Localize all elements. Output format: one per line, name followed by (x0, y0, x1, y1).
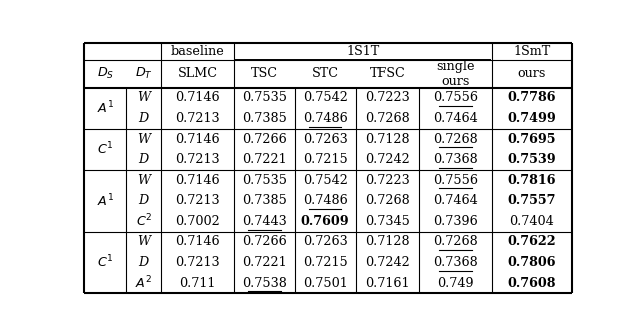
Text: 0.7268: 0.7268 (365, 112, 410, 125)
Text: 0.711: 0.711 (179, 276, 216, 289)
Text: 0.7806: 0.7806 (508, 256, 556, 269)
Text: W: W (137, 235, 150, 248)
Text: 0.7695: 0.7695 (508, 133, 556, 146)
Text: 0.7266: 0.7266 (242, 133, 287, 146)
Text: 0.7539: 0.7539 (508, 153, 556, 166)
Text: 0.7556: 0.7556 (433, 174, 478, 187)
Text: D: D (139, 256, 149, 269)
Text: 0.7486: 0.7486 (303, 112, 348, 125)
Text: baseline: baseline (171, 45, 225, 58)
Text: 0.7535: 0.7535 (242, 92, 287, 105)
Text: 0.7242: 0.7242 (365, 153, 410, 166)
Text: 0.7538: 0.7538 (242, 276, 287, 289)
Text: $D_S$: $D_S$ (97, 66, 114, 81)
Text: 0.7501: 0.7501 (303, 276, 348, 289)
Text: $C^1$: $C^1$ (97, 141, 113, 158)
Text: $A^1$: $A^1$ (97, 100, 114, 117)
Text: 0.7268: 0.7268 (365, 194, 410, 207)
Text: 0.7609: 0.7609 (301, 215, 349, 228)
Text: 0.7221: 0.7221 (242, 153, 287, 166)
Text: 0.7557: 0.7557 (508, 194, 556, 207)
Text: D: D (139, 153, 149, 166)
Text: 0.7213: 0.7213 (175, 153, 220, 166)
Text: 0.7396: 0.7396 (433, 215, 478, 228)
Text: 0.7368: 0.7368 (433, 153, 478, 166)
Text: $C^2$: $C^2$ (136, 213, 152, 230)
Text: W: W (137, 174, 150, 187)
Text: D: D (139, 194, 149, 207)
Text: 0.7146: 0.7146 (175, 235, 220, 248)
Text: 0.7215: 0.7215 (303, 256, 348, 269)
Text: 0.7266: 0.7266 (242, 235, 287, 248)
Text: 0.7268: 0.7268 (433, 133, 478, 146)
Text: 0.7542: 0.7542 (303, 92, 348, 105)
Text: $A^1$: $A^1$ (97, 192, 114, 209)
Text: 0.7404: 0.7404 (509, 215, 554, 228)
Text: 0.7146: 0.7146 (175, 92, 220, 105)
Text: 0.7268: 0.7268 (433, 235, 478, 248)
Text: 0.7443: 0.7443 (242, 215, 287, 228)
Text: 0.7223: 0.7223 (365, 174, 410, 187)
Text: 0.7464: 0.7464 (433, 112, 478, 125)
Text: 0.7499: 0.7499 (508, 112, 556, 125)
Text: 0.7535: 0.7535 (242, 174, 287, 187)
Text: W: W (137, 92, 150, 105)
Text: 0.7128: 0.7128 (365, 235, 410, 248)
Text: 0.749: 0.749 (437, 276, 474, 289)
Text: 0.7263: 0.7263 (303, 235, 348, 248)
Text: 1S1T: 1S1T (346, 45, 380, 58)
Text: ours: ours (518, 67, 546, 80)
Text: W: W (137, 133, 150, 146)
Text: 0.7464: 0.7464 (433, 194, 478, 207)
Text: 0.7345: 0.7345 (365, 215, 410, 228)
Text: $D_T$: $D_T$ (135, 66, 153, 81)
Text: 0.7368: 0.7368 (433, 256, 478, 269)
Text: $A^2$: $A^2$ (135, 275, 152, 291)
Text: 0.7002: 0.7002 (175, 215, 220, 228)
Text: 0.7486: 0.7486 (303, 194, 348, 207)
Text: TFSC: TFSC (369, 67, 405, 80)
Text: STC: STC (312, 67, 339, 80)
Text: 0.7622: 0.7622 (508, 235, 556, 248)
Text: 1SmT: 1SmT (513, 45, 550, 58)
Text: $C^1$: $C^1$ (97, 254, 113, 271)
Text: 0.7786: 0.7786 (508, 92, 556, 105)
Text: 0.7128: 0.7128 (365, 133, 410, 146)
Text: 0.7146: 0.7146 (175, 133, 220, 146)
Text: D: D (139, 112, 149, 125)
Text: TSC: TSC (251, 67, 278, 80)
Text: 0.7556: 0.7556 (433, 92, 478, 105)
Text: 0.7213: 0.7213 (175, 194, 220, 207)
Text: 0.7146: 0.7146 (175, 174, 220, 187)
Text: 0.7221: 0.7221 (242, 256, 287, 269)
Text: 0.7385: 0.7385 (242, 194, 287, 207)
Text: 0.7385: 0.7385 (242, 112, 287, 125)
Text: 0.7213: 0.7213 (175, 256, 220, 269)
Text: 0.7215: 0.7215 (303, 153, 348, 166)
Text: single
ours: single ours (436, 60, 475, 88)
Text: 0.7608: 0.7608 (508, 276, 556, 289)
Text: 0.7242: 0.7242 (365, 256, 410, 269)
Text: 0.7161: 0.7161 (365, 276, 410, 289)
Text: 0.7542: 0.7542 (303, 174, 348, 187)
Text: 0.7816: 0.7816 (508, 174, 556, 187)
Text: SLMC: SLMC (178, 67, 218, 80)
Text: 0.7213: 0.7213 (175, 112, 220, 125)
Text: 0.7263: 0.7263 (303, 133, 348, 146)
Text: 0.7223: 0.7223 (365, 92, 410, 105)
